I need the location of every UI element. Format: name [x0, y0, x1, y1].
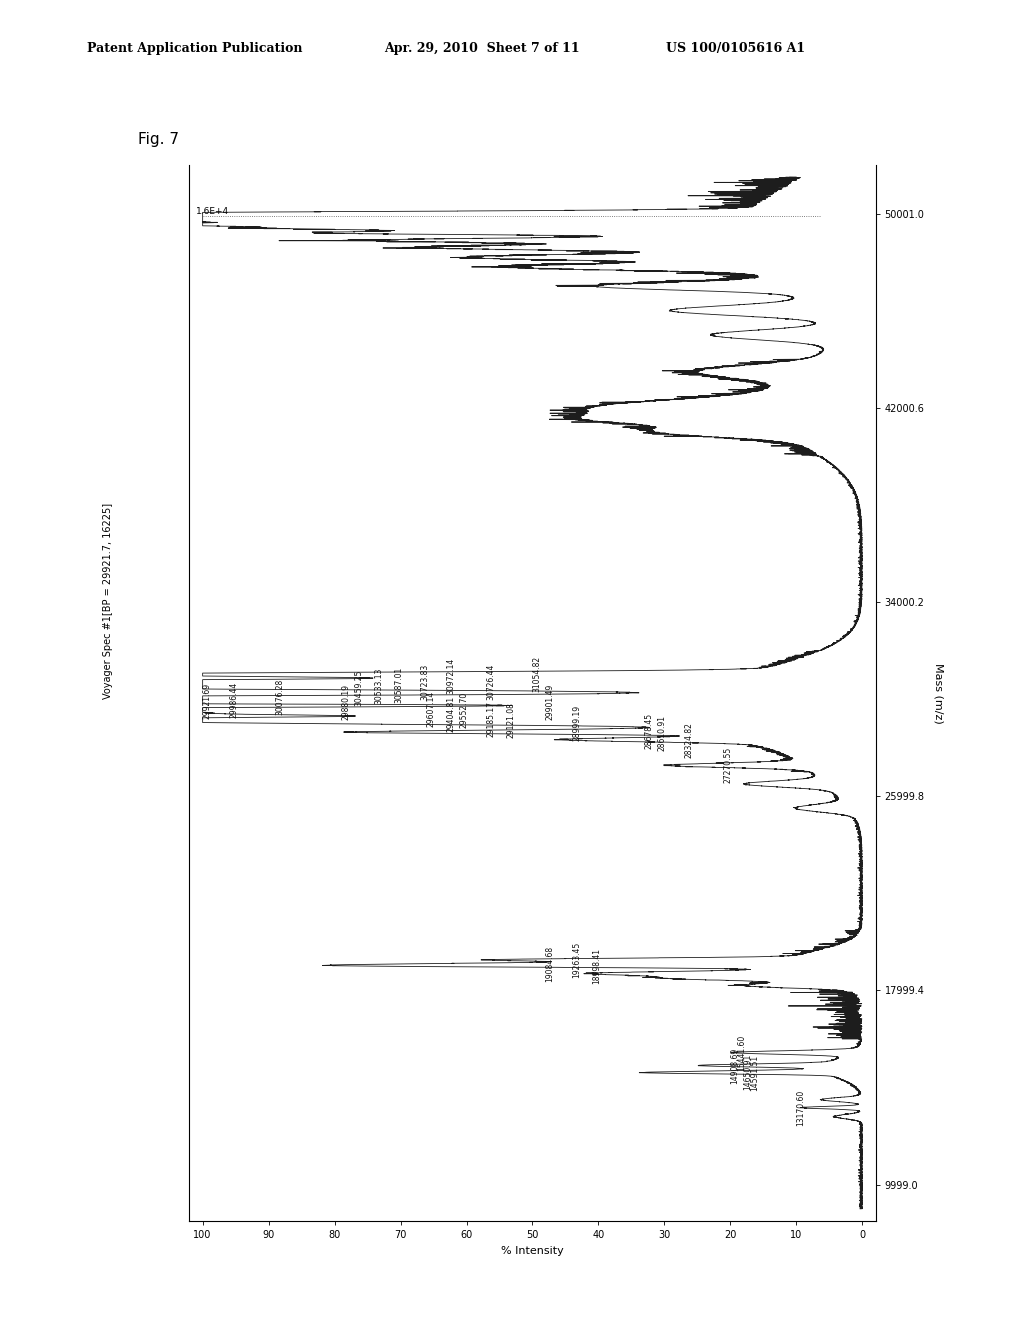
- Text: 28999.19: 28999.19: [572, 705, 581, 742]
- Text: 29552.70: 29552.70: [460, 692, 469, 729]
- Text: 30533.13: 30533.13: [374, 668, 383, 705]
- Text: 30459.25: 30459.25: [354, 669, 364, 706]
- Text: 14908.69: 14908.69: [730, 1047, 739, 1084]
- Text: 29880.19: 29880.19: [341, 684, 350, 719]
- Text: 19084.68: 19084.68: [546, 946, 555, 982]
- Text: 30587.01: 30587.01: [394, 667, 403, 704]
- Text: 18998.41: 18998.41: [592, 948, 601, 985]
- Text: 30972.14: 30972.14: [446, 657, 456, 693]
- Text: Apr. 29, 2010  Sheet 7 of 11: Apr. 29, 2010 Sheet 7 of 11: [384, 42, 580, 55]
- Text: US 100/0105616 A1: US 100/0105616 A1: [666, 42, 805, 55]
- Text: 30726.44: 30726.44: [486, 663, 496, 700]
- Text: 19263.45: 19263.45: [572, 941, 581, 978]
- Text: 13170.60: 13170.60: [797, 1089, 805, 1126]
- Text: 27270.55: 27270.55: [724, 747, 733, 784]
- Text: 29607.14: 29607.14: [427, 690, 436, 727]
- Text: 31054.82: 31054.82: [532, 656, 542, 692]
- Text: Voyager Spec #1[BP = 29921.7, 16225]: Voyager Spec #1[BP = 29921.7, 16225]: [102, 503, 113, 698]
- Text: 29901.49: 29901.49: [546, 684, 555, 719]
- Text: 29404.81: 29404.81: [446, 696, 456, 731]
- Text: 28324.82: 28324.82: [684, 722, 693, 758]
- Text: 14591.51: 14591.51: [751, 1055, 759, 1092]
- Text: 29986.44: 29986.44: [229, 681, 238, 718]
- Text: 29921.69: 29921.69: [203, 682, 212, 719]
- Text: 30076.28: 30076.28: [275, 678, 285, 715]
- Text: 14650.91: 14650.91: [743, 1053, 753, 1090]
- Text: 29121.08: 29121.08: [506, 702, 515, 738]
- Text: 1.6E+4: 1.6E+4: [196, 207, 229, 215]
- Y-axis label: Mass (m/z): Mass (m/z): [934, 663, 944, 723]
- Text: 28610.91: 28610.91: [657, 715, 667, 751]
- Text: 30723.83: 30723.83: [420, 664, 429, 700]
- Text: Fig. 7: Fig. 7: [138, 132, 179, 147]
- X-axis label: % Intensity: % Intensity: [501, 1246, 564, 1255]
- Text: 28678.45: 28678.45: [645, 713, 653, 750]
- Text: 29185.17: 29185.17: [486, 701, 496, 737]
- Text: Patent Application Publication: Patent Application Publication: [87, 42, 302, 55]
- Text: 15441.60: 15441.60: [737, 1035, 746, 1071]
